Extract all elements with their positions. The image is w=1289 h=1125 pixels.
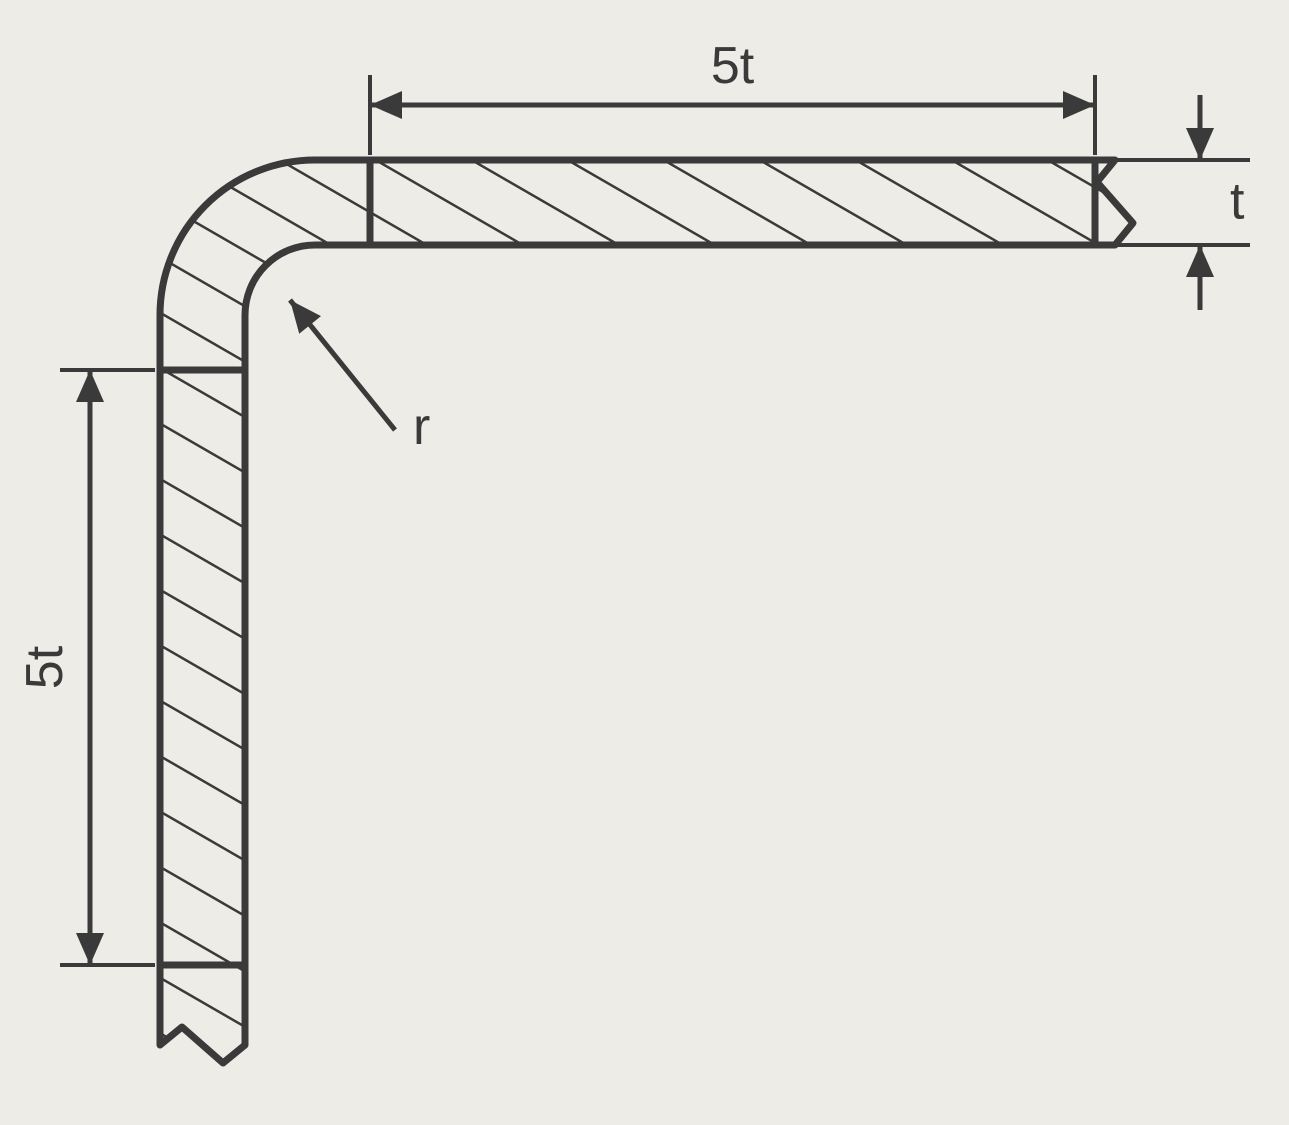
dim-left-5t-label: 5t — [16, 645, 74, 689]
dim-thickness-t-label: t — [1230, 173, 1245, 231]
leader-radius-r-label: r — [413, 398, 430, 456]
dim-top-5t-label: 5t — [711, 37, 755, 95]
